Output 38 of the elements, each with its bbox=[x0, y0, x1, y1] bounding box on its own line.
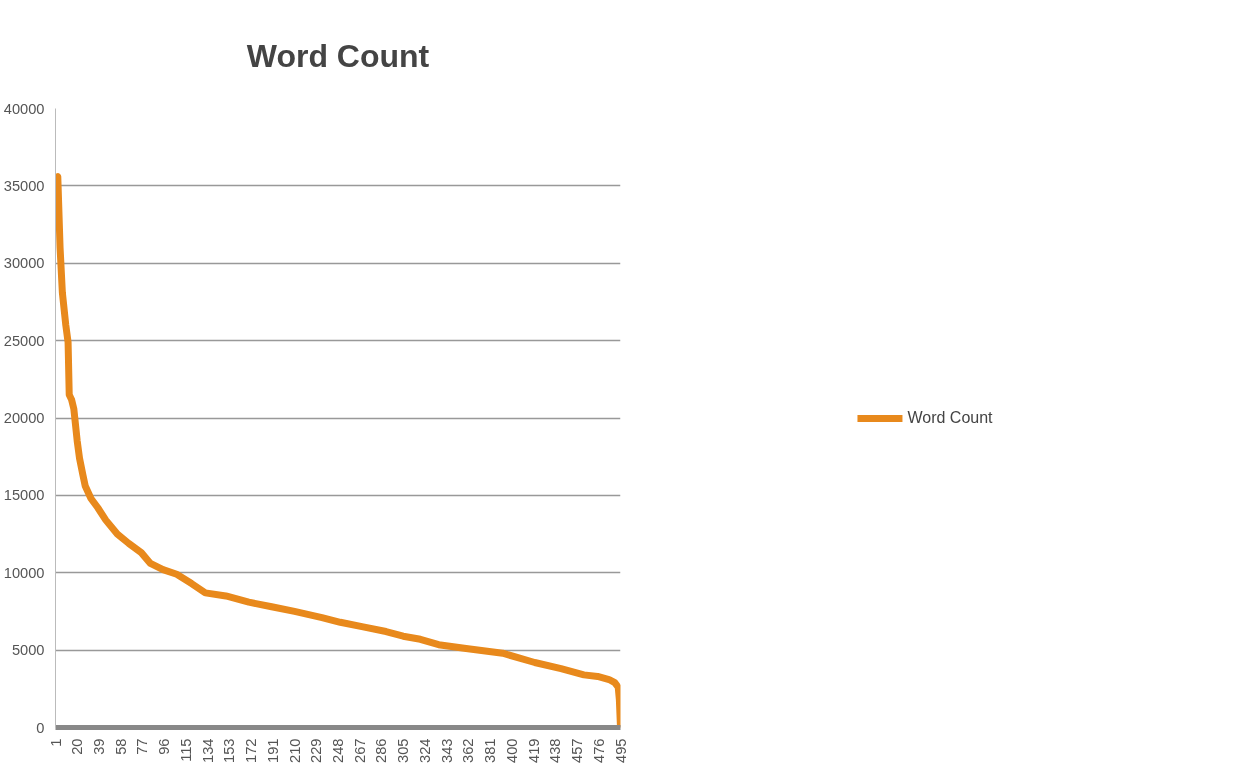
y-tick-label: 25000 bbox=[3, 332, 45, 349]
x-tick-label: 438 bbox=[547, 738, 564, 763]
x-tick-label: 172 bbox=[243, 738, 260, 763]
x-tick-label: 153 bbox=[221, 738, 238, 763]
x-tick-label: 77 bbox=[134, 738, 151, 755]
x-tick-label: 476 bbox=[590, 738, 607, 763]
y-tick-label: 15000 bbox=[3, 487, 45, 504]
x-tick-label: 324 bbox=[416, 738, 433, 763]
y-tick-label: 20000 bbox=[3, 410, 45, 426]
x-tick-label: 419 bbox=[525, 738, 542, 763]
x-tick-label: 20 bbox=[69, 738, 86, 755]
x-tick-label: 115 bbox=[177, 738, 194, 762]
x-tick-label: 495 bbox=[612, 738, 629, 763]
x-tick-label: 362 bbox=[460, 738, 477, 763]
y-tick-label: 35000 bbox=[3, 177, 45, 194]
y-tick-label: 40000 bbox=[3, 100, 45, 117]
x-tick-label: 381 bbox=[482, 738, 499, 763]
x-tick-label: 343 bbox=[438, 738, 455, 763]
x-tick-label: 210 bbox=[286, 738, 303, 763]
x-tick-label: 96 bbox=[156, 738, 173, 755]
x-tick-label: 229 bbox=[308, 738, 325, 763]
y-tick-label: 30000 bbox=[3, 255, 45, 272]
x-tick-label: 248 bbox=[330, 738, 346, 763]
legend-label: Word Count bbox=[907, 408, 993, 427]
x-tick-label: 191 bbox=[264, 738, 281, 763]
x-tick-label: 305 bbox=[395, 738, 412, 763]
x-tick-label: 39 bbox=[90, 738, 107, 755]
x-tick-label: 286 bbox=[373, 738, 390, 763]
x-tick-label: 134 bbox=[199, 738, 216, 763]
y-tick-label: 0 bbox=[36, 719, 45, 736]
chart-title: Word Count bbox=[246, 37, 430, 74]
x-tick-label: 457 bbox=[569, 738, 586, 763]
x-tick-label: 400 bbox=[503, 738, 520, 763]
x-tick-label: 1 bbox=[47, 738, 64, 747]
y-tick-label: 10000 bbox=[3, 564, 45, 581]
x-tick-label: 267 bbox=[351, 738, 368, 763]
y-tick-label: 5000 bbox=[11, 642, 45, 659]
x-tick-label: 58 bbox=[112, 738, 129, 755]
